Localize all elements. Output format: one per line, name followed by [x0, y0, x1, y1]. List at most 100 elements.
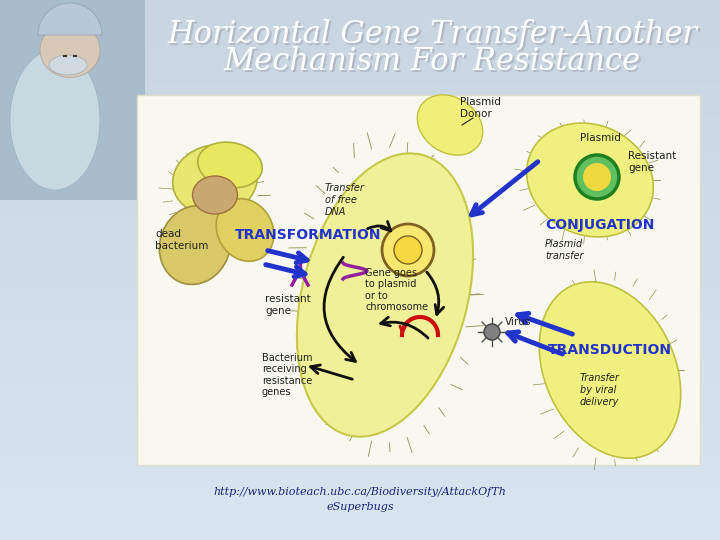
Bar — [0, 470, 720, 472]
Ellipse shape — [526, 123, 653, 237]
Bar — [0, 143, 720, 146]
Bar — [0, 535, 720, 537]
Bar — [0, 338, 720, 340]
Bar — [0, 24, 720, 27]
Bar — [0, 68, 720, 70]
Bar — [0, 78, 720, 81]
Text: http://www.bioteach.ubc.ca/Biodiversity/AttackOfTh: http://www.bioteach.ubc.ca/Biodiversity/… — [214, 487, 506, 497]
Bar — [0, 386, 720, 389]
Bar — [0, 173, 720, 176]
Bar — [0, 537, 720, 540]
Circle shape — [575, 155, 619, 199]
Circle shape — [484, 324, 500, 340]
Bar — [0, 240, 720, 243]
Bar — [0, 308, 720, 310]
Bar — [0, 329, 720, 332]
Text: resistant
gene: resistant gene — [265, 294, 311, 316]
Ellipse shape — [10, 50, 100, 190]
Bar — [0, 486, 720, 489]
Bar — [0, 313, 720, 316]
Bar — [0, 483, 720, 486]
Bar — [0, 373, 720, 375]
Bar — [0, 292, 720, 294]
Bar — [0, 22, 720, 24]
Bar — [0, 197, 720, 200]
Bar — [0, 413, 720, 416]
Bar — [0, 446, 720, 448]
Bar — [0, 51, 720, 54]
Bar — [0, 478, 720, 481]
Ellipse shape — [173, 145, 257, 215]
Bar — [0, 427, 720, 429]
Bar — [0, 146, 720, 148]
Bar — [0, 451, 720, 454]
Bar — [0, 219, 720, 221]
Bar — [0, 262, 720, 265]
Bar — [0, 27, 720, 30]
Bar — [0, 497, 720, 500]
Bar — [0, 327, 720, 329]
Bar — [0, 375, 720, 378]
Bar — [0, 38, 720, 40]
Bar — [0, 3, 720, 5]
Bar — [0, 154, 720, 157]
Bar — [0, 238, 720, 240]
Text: Mechanism For Resistance: Mechanism For Resistance — [226, 49, 643, 79]
Text: Plasmid
Donor: Plasmid Donor — [460, 97, 501, 119]
Bar — [0, 265, 720, 267]
Bar — [0, 408, 720, 410]
Bar — [0, 456, 720, 459]
Bar — [0, 162, 720, 165]
Bar — [0, 43, 720, 46]
Bar — [0, 11, 720, 14]
Circle shape — [382, 224, 434, 276]
Bar — [0, 459, 720, 462]
Text: Mechanism For Resistance: Mechanism For Resistance — [224, 46, 641, 78]
Bar — [0, 148, 720, 151]
Bar — [0, 335, 720, 338]
Text: Resistant
gene: Resistant gene — [628, 151, 676, 173]
Bar — [0, 59, 720, 62]
Bar — [0, 284, 720, 286]
Bar — [0, 230, 720, 232]
Bar — [0, 97, 720, 100]
Bar — [0, 346, 720, 348]
Bar — [0, 176, 720, 178]
Bar — [0, 286, 720, 289]
Bar — [0, 491, 720, 494]
Bar — [0, 319, 720, 321]
Bar — [0, 472, 720, 475]
Bar — [0, 119, 720, 122]
Ellipse shape — [49, 55, 87, 75]
Bar — [0, 111, 720, 113]
Bar — [0, 505, 720, 508]
Bar — [0, 5, 720, 8]
Bar — [0, 49, 720, 51]
Bar — [0, 113, 720, 116]
Text: Virus: Virus — [505, 317, 531, 327]
Bar — [0, 464, 720, 467]
Bar — [0, 122, 720, 124]
Text: Horizontal Gene Transfer-Another: Horizontal Gene Transfer-Another — [169, 22, 700, 52]
Bar — [0, 165, 720, 167]
Bar — [0, 364, 720, 367]
Ellipse shape — [192, 176, 238, 214]
Bar — [0, 481, 720, 483]
Bar — [0, 211, 720, 213]
Bar — [0, 54, 720, 57]
Bar — [0, 92, 720, 94]
Bar — [0, 435, 720, 437]
Text: eSuperbugs: eSuperbugs — [326, 502, 394, 512]
Bar — [0, 254, 720, 256]
Bar — [0, 297, 720, 300]
Bar — [0, 205, 720, 208]
Bar — [0, 510, 720, 513]
Bar — [0, 86, 720, 89]
Bar — [0, 14, 720, 16]
Bar — [0, 89, 720, 92]
Bar — [0, 259, 720, 262]
Bar — [0, 181, 720, 184]
Bar — [0, 246, 720, 248]
Bar — [0, 267, 720, 270]
Circle shape — [583, 163, 611, 191]
